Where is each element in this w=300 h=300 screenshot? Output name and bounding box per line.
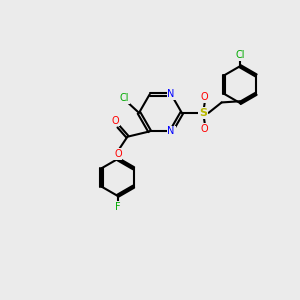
Text: F: F [115,202,120,212]
Text: N: N [167,89,175,99]
Text: O: O [114,149,122,159]
Text: Cl: Cl [235,50,245,60]
Text: O: O [112,116,119,126]
Text: O: O [201,124,208,134]
Text: N: N [167,126,175,136]
Text: O: O [201,92,208,102]
Text: Cl: Cl [119,93,129,103]
Text: S: S [199,108,207,118]
